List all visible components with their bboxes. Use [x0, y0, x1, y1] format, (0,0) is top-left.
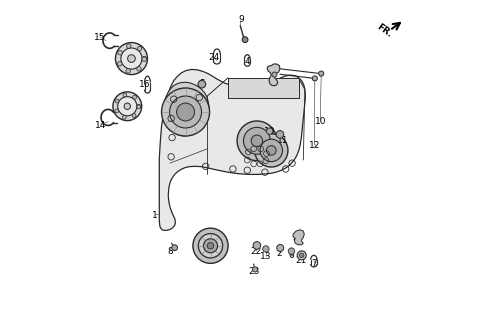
Text: 10: 10 [315, 117, 326, 126]
Circle shape [193, 228, 228, 263]
Circle shape [319, 71, 324, 76]
Circle shape [176, 103, 194, 121]
Circle shape [237, 121, 277, 161]
Text: 9: 9 [238, 15, 244, 24]
Circle shape [243, 127, 271, 154]
Circle shape [251, 135, 263, 147]
Circle shape [122, 116, 126, 119]
Text: FR.: FR. [375, 22, 394, 39]
Polygon shape [293, 230, 304, 245]
Circle shape [126, 69, 130, 73]
Text: 12: 12 [309, 141, 320, 150]
Text: 24: 24 [208, 53, 219, 62]
Text: 14: 14 [95, 121, 107, 130]
Polygon shape [159, 69, 305, 230]
Circle shape [137, 104, 141, 108]
Circle shape [161, 88, 209, 136]
Text: 16: 16 [138, 80, 150, 89]
Circle shape [253, 242, 261, 249]
Text: 1: 1 [152, 211, 157, 220]
Text: 19: 19 [264, 127, 276, 136]
Text: 21: 21 [296, 256, 307, 265]
Circle shape [277, 244, 284, 252]
Circle shape [172, 245, 177, 251]
Circle shape [169, 96, 201, 128]
Text: 2: 2 [277, 249, 282, 258]
Circle shape [260, 139, 283, 162]
Circle shape [207, 243, 214, 249]
Text: 17: 17 [130, 47, 142, 56]
Circle shape [118, 97, 137, 116]
Text: 23: 23 [248, 267, 260, 276]
Circle shape [123, 93, 127, 97]
Circle shape [115, 43, 147, 75]
Circle shape [300, 253, 304, 258]
FancyBboxPatch shape [228, 78, 299, 98]
Circle shape [142, 56, 146, 61]
Circle shape [312, 76, 317, 81]
Circle shape [137, 105, 141, 109]
Circle shape [137, 46, 142, 51]
Text: 7: 7 [312, 260, 317, 268]
Text: 6: 6 [288, 252, 294, 260]
Circle shape [242, 37, 248, 43]
Text: 11: 11 [277, 136, 288, 145]
Circle shape [115, 99, 119, 103]
Circle shape [276, 131, 284, 138]
Polygon shape [267, 64, 280, 86]
Text: 5: 5 [199, 79, 205, 88]
Circle shape [137, 67, 141, 71]
Circle shape [121, 48, 142, 69]
Text: 3: 3 [270, 66, 276, 75]
Circle shape [255, 134, 288, 167]
Circle shape [253, 267, 258, 272]
Text: 8: 8 [167, 247, 173, 256]
Circle shape [113, 92, 142, 121]
Text: 22: 22 [250, 247, 262, 256]
Circle shape [198, 234, 222, 258]
Circle shape [127, 44, 131, 48]
Text: 25: 25 [293, 233, 304, 242]
Circle shape [132, 114, 136, 117]
Text: 15: 15 [94, 33, 106, 42]
Circle shape [118, 51, 122, 55]
Circle shape [115, 109, 119, 113]
Polygon shape [162, 82, 209, 136]
Circle shape [267, 128, 273, 134]
Circle shape [142, 57, 146, 61]
Text: 4: 4 [244, 57, 250, 66]
Circle shape [267, 146, 276, 155]
Circle shape [124, 103, 130, 109]
Text: 20: 20 [209, 246, 220, 255]
Text: 13: 13 [260, 252, 272, 261]
Circle shape [272, 72, 277, 77]
Circle shape [297, 251, 306, 260]
Circle shape [128, 55, 135, 62]
Circle shape [133, 95, 136, 99]
Circle shape [118, 61, 122, 66]
Circle shape [203, 239, 217, 253]
Circle shape [198, 80, 206, 88]
Circle shape [263, 246, 269, 252]
Text: 18: 18 [126, 107, 138, 116]
Circle shape [288, 248, 295, 254]
